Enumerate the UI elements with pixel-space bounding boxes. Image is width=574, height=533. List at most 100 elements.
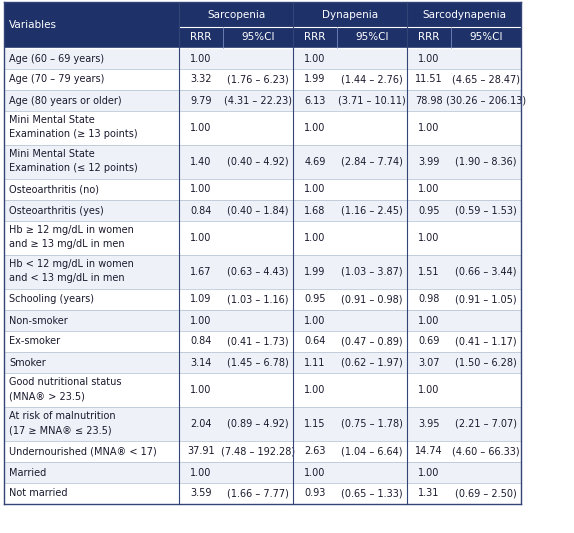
- Text: 1.99: 1.99: [304, 75, 325, 85]
- Text: (0.75 – 1.78): (0.75 – 1.78): [341, 419, 403, 429]
- Text: 0.98: 0.98: [418, 295, 440, 304]
- Text: 95%CI: 95%CI: [470, 33, 503, 43]
- Text: 1.00: 1.00: [304, 467, 325, 478]
- Text: 0.95: 0.95: [304, 295, 326, 304]
- Text: 3.99: 3.99: [418, 157, 440, 167]
- Text: (3.71 – 10.11): (3.71 – 10.11): [338, 95, 406, 106]
- Text: 2.04: 2.04: [190, 419, 212, 429]
- Text: (0.91 – 0.98): (0.91 – 0.98): [342, 295, 403, 304]
- Bar: [407, 27, 451, 48]
- Text: (0.63 – 4.43): (0.63 – 4.43): [227, 267, 289, 277]
- Text: (1.76 – 6.23): (1.76 – 6.23): [227, 75, 289, 85]
- Text: 1.99: 1.99: [304, 267, 325, 277]
- Text: 3.95: 3.95: [418, 419, 440, 429]
- Text: (0.66 – 3.44): (0.66 – 3.44): [455, 267, 517, 277]
- Text: 1.15: 1.15: [304, 419, 326, 429]
- Text: Dynapenia: Dynapenia: [322, 10, 378, 20]
- Text: (4.60 – 66.33): (4.60 – 66.33): [452, 447, 520, 456]
- Text: 1.00: 1.00: [418, 385, 440, 395]
- Bar: [293, 2, 407, 27]
- Text: (0.41 – 1.17): (0.41 – 1.17): [455, 336, 517, 346]
- Text: 4.69: 4.69: [304, 157, 325, 167]
- Text: 3.14: 3.14: [191, 358, 212, 367]
- Text: (2.84 – 7.74): (2.84 – 7.74): [341, 157, 403, 167]
- Bar: [4, 48, 521, 69]
- Text: 0.95: 0.95: [418, 206, 440, 215]
- Text: (MNA® > 23.5): (MNA® > 23.5): [9, 391, 85, 401]
- Text: (1.66 – 7.77): (1.66 – 7.77): [227, 489, 289, 498]
- Bar: [4, 145, 521, 179]
- Bar: [407, 2, 521, 27]
- Text: 1.00: 1.00: [191, 184, 212, 195]
- Bar: [4, 27, 179, 48]
- Text: and ≥ 13 mg/dL in men: and ≥ 13 mg/dL in men: [9, 239, 125, 249]
- Text: 0.93: 0.93: [304, 489, 325, 498]
- Text: Osteoarthritis (no): Osteoarthritis (no): [9, 184, 99, 195]
- Text: (1.03 – 3.87): (1.03 – 3.87): [341, 267, 403, 277]
- Text: 95%CI: 95%CI: [355, 33, 389, 43]
- Text: 1.00: 1.00: [191, 53, 212, 63]
- Text: 14.74: 14.74: [415, 447, 443, 456]
- Text: 1.11: 1.11: [304, 358, 325, 367]
- Text: Ex-smoker: Ex-smoker: [9, 336, 60, 346]
- Text: 1.00: 1.00: [418, 316, 440, 326]
- Text: Hb ≥ 12 mg/dL in women: Hb ≥ 12 mg/dL in women: [9, 225, 134, 235]
- Text: 1.00: 1.00: [418, 184, 440, 195]
- Text: 95%CI: 95%CI: [241, 33, 275, 43]
- Text: RRR: RRR: [418, 33, 440, 43]
- Text: (1.45 – 6.78): (1.45 – 6.78): [227, 358, 289, 367]
- Text: 1.00: 1.00: [418, 233, 440, 243]
- Text: 1.00: 1.00: [304, 53, 325, 63]
- Text: 1.00: 1.00: [304, 316, 325, 326]
- Text: 0.69: 0.69: [418, 336, 440, 346]
- Bar: [4, 255, 521, 289]
- Bar: [4, 111, 521, 145]
- Text: (1.50 – 6.28): (1.50 – 6.28): [455, 358, 517, 367]
- Text: (7.48 – 192.28): (7.48 – 192.28): [221, 447, 295, 456]
- Bar: [4, 200, 521, 221]
- Text: 1.00: 1.00: [418, 123, 440, 133]
- Bar: [293, 27, 337, 48]
- Text: 3.32: 3.32: [190, 75, 212, 85]
- Text: 1.67: 1.67: [190, 267, 212, 277]
- Text: 78.98: 78.98: [415, 95, 443, 106]
- Text: 11.51: 11.51: [415, 75, 443, 85]
- Text: (0.40 – 1.84): (0.40 – 1.84): [227, 206, 289, 215]
- Text: 6.13: 6.13: [304, 95, 325, 106]
- Text: Hb < 12 mg/dL in women: Hb < 12 mg/dL in women: [9, 259, 134, 269]
- Bar: [4, 331, 521, 352]
- Text: Osteoarthritis (yes): Osteoarthritis (yes): [9, 206, 104, 215]
- Text: (0.89 – 4.92): (0.89 – 4.92): [227, 419, 289, 429]
- Text: (17 ≥ MNA® ≤ 23.5): (17 ≥ MNA® ≤ 23.5): [9, 425, 111, 435]
- Text: Variables: Variables: [9, 20, 57, 30]
- Text: Good nutritional status: Good nutritional status: [9, 377, 122, 387]
- Bar: [179, 27, 223, 48]
- Text: (1.04 – 6.64): (1.04 – 6.64): [342, 447, 403, 456]
- Text: (0.59 – 1.53): (0.59 – 1.53): [455, 206, 517, 215]
- Text: 1.00: 1.00: [418, 467, 440, 478]
- Bar: [4, 90, 521, 111]
- Bar: [4, 69, 521, 90]
- Text: 0.84: 0.84: [191, 206, 212, 215]
- Text: 1.00: 1.00: [191, 316, 212, 326]
- Text: Not married: Not married: [9, 489, 68, 498]
- Text: 1.00: 1.00: [304, 184, 325, 195]
- Text: (0.69 – 2.50): (0.69 – 2.50): [455, 489, 517, 498]
- Text: (0.91 – 1.05): (0.91 – 1.05): [455, 295, 517, 304]
- Text: 0.84: 0.84: [191, 336, 212, 346]
- Text: Sarcodynapenia: Sarcodynapenia: [422, 10, 506, 20]
- Bar: [451, 27, 521, 48]
- Text: (2.21 – 7.07): (2.21 – 7.07): [455, 419, 517, 429]
- Text: 1.68: 1.68: [304, 206, 325, 215]
- Text: (1.16 – 2.45): (1.16 – 2.45): [341, 206, 403, 215]
- Text: 1.00: 1.00: [191, 385, 212, 395]
- Bar: [4, 373, 521, 407]
- Text: (0.47 – 0.89): (0.47 – 0.89): [341, 336, 403, 346]
- Text: 1.00: 1.00: [191, 123, 212, 133]
- Text: Age (60 – 69 years): Age (60 – 69 years): [9, 53, 104, 63]
- Text: Examination (≤ 12 points): Examination (≤ 12 points): [9, 163, 138, 173]
- Text: (0.62 – 1.97): (0.62 – 1.97): [341, 358, 403, 367]
- Text: (4.65 – 28.47): (4.65 – 28.47): [452, 75, 520, 85]
- Text: Examination (≥ 13 points): Examination (≥ 13 points): [9, 130, 138, 139]
- Text: 1.00: 1.00: [418, 53, 440, 63]
